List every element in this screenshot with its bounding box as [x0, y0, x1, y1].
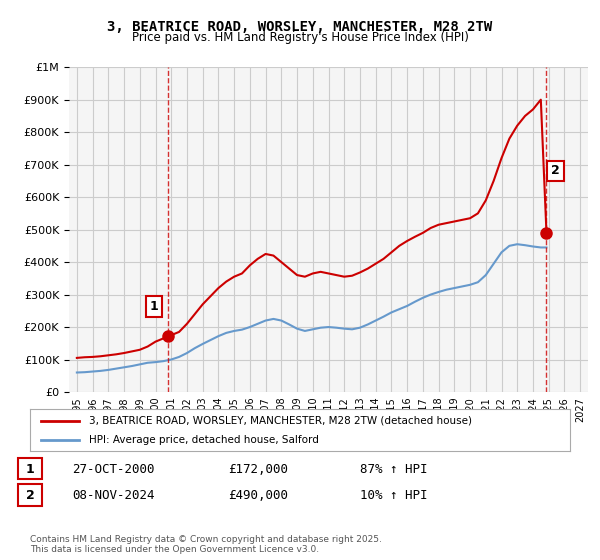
- Text: 3, BEATRICE ROAD, WORSLEY, MANCHESTER, M28 2TW (detached house): 3, BEATRICE ROAD, WORSLEY, MANCHESTER, M…: [89, 416, 472, 426]
- Text: 3, BEATRICE ROAD, WORSLEY, MANCHESTER, M28 2TW: 3, BEATRICE ROAD, WORSLEY, MANCHESTER, M…: [107, 20, 493, 34]
- Text: £172,000: £172,000: [228, 463, 288, 476]
- Text: 87% ↑ HPI: 87% ↑ HPI: [360, 463, 427, 476]
- Text: Price paid vs. HM Land Registry's House Price Index (HPI): Price paid vs. HM Land Registry's House …: [131, 31, 469, 44]
- Text: Contains HM Land Registry data © Crown copyright and database right 2025.
This d: Contains HM Land Registry data © Crown c…: [30, 535, 382, 554]
- Text: 1: 1: [149, 300, 158, 313]
- Text: 27-OCT-2000: 27-OCT-2000: [72, 463, 155, 476]
- Text: 2: 2: [26, 489, 34, 502]
- Text: 2: 2: [551, 165, 560, 178]
- Text: £490,000: £490,000: [228, 489, 288, 502]
- Text: 08-NOV-2024: 08-NOV-2024: [72, 489, 155, 502]
- Text: 10% ↑ HPI: 10% ↑ HPI: [360, 489, 427, 502]
- Text: HPI: Average price, detached house, Salford: HPI: Average price, detached house, Salf…: [89, 435, 319, 445]
- Text: 1: 1: [26, 463, 34, 476]
